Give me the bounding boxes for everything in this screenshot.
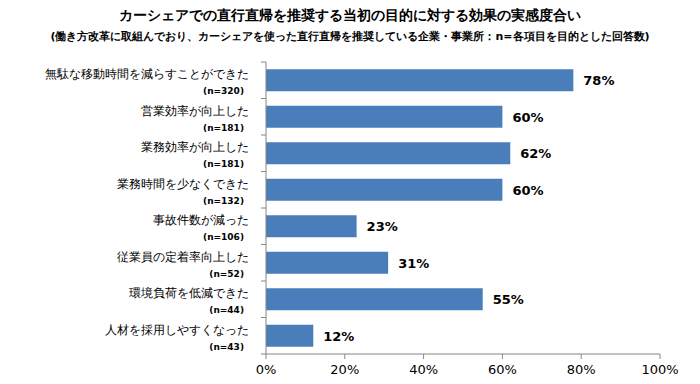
category-tick [261, 244, 266, 245]
chart: カーシェアでの直行直帰を推奨する当初の目的に対する効果の実感度合い (働き方改革に… [0, 0, 700, 384]
category-label: 従業員の定着率向上した [117, 250, 249, 264]
category-tick [261, 354, 266, 355]
n-label: (n=320) [203, 86, 244, 96]
category-label: 事故件数が減った [153, 213, 249, 227]
bar [266, 142, 510, 164]
data-label: 55% [493, 292, 524, 307]
category-tick [261, 281, 266, 282]
x-tick-label: 20% [330, 362, 359, 377]
n-label: (n=43) [209, 342, 244, 352]
n-label: (n=132) [203, 196, 244, 206]
x-tick-label: 60% [488, 362, 517, 377]
category-tick [261, 62, 266, 63]
x-tick-label: 0% [256, 362, 277, 377]
category-tick [261, 171, 266, 172]
data-label: 31% [398, 256, 429, 271]
n-label: (n=52) [209, 269, 244, 279]
bar [266, 179, 502, 201]
category-label: 人材を採用しやすくなった [105, 323, 249, 337]
chart-root: カーシェアでの直行直帰を推奨する当初の目的に対する効果の実感度合い (働き方改革に… [0, 0, 700, 384]
n-label: (n=181) [203, 123, 244, 133]
data-label: 60% [512, 183, 543, 198]
n-label: (n=44) [209, 305, 244, 315]
title: カーシェアでの直行直帰を推奨する当初の目的に対する効果の実感度合い [119, 7, 581, 23]
data-label: 12% [323, 329, 354, 344]
x-tick-label: 40% [409, 362, 438, 377]
bar [266, 325, 313, 347]
x-tick [266, 354, 267, 359]
x-tick [423, 354, 424, 359]
value-axis [266, 354, 660, 355]
bar [266, 215, 357, 237]
x-tick-label: 100% [641, 362, 678, 377]
subtitle: (働き方改革に取組んでおり、カーシェアを使った直行直帰を推奨している企業・事業所… [50, 30, 649, 43]
data-label: 78% [583, 73, 614, 88]
category-tick [261, 317, 266, 318]
labels: 78% 無駄な移動時間を減らすことができた (n=320) 60% 営業効率が向上した (… [45, 67, 614, 352]
bar [266, 106, 502, 128]
x-tick-label: 80% [567, 362, 596, 377]
category-label: 環境負荷を低減できた [129, 286, 249, 300]
x-tick [344, 354, 345, 359]
category-label: 業務時間を少なくできた [117, 177, 249, 191]
bar [266, 252, 388, 274]
bars [266, 69, 573, 347]
n-label: (n=106) [203, 232, 244, 242]
category-label: 営業効率が向上した [141, 104, 249, 118]
category-tick [261, 135, 266, 136]
x-tick [581, 354, 582, 359]
bar [266, 69, 573, 91]
category-label: 業務効率が向上した [141, 140, 249, 154]
x-tick [660, 354, 661, 359]
category-tick [261, 98, 266, 99]
category-label: 無駄な移動時間を減らすことができた [45, 67, 249, 81]
category-tick [261, 208, 266, 209]
data-label: 60% [512, 110, 543, 125]
data-label: 62% [520, 146, 551, 161]
n-label: (n=181) [203, 159, 244, 169]
data-label: 23% [367, 219, 398, 234]
x-tick [502, 354, 503, 359]
bar [266, 288, 483, 310]
axes: 0% 20% 40% 60% 80% 100% [256, 62, 679, 377]
